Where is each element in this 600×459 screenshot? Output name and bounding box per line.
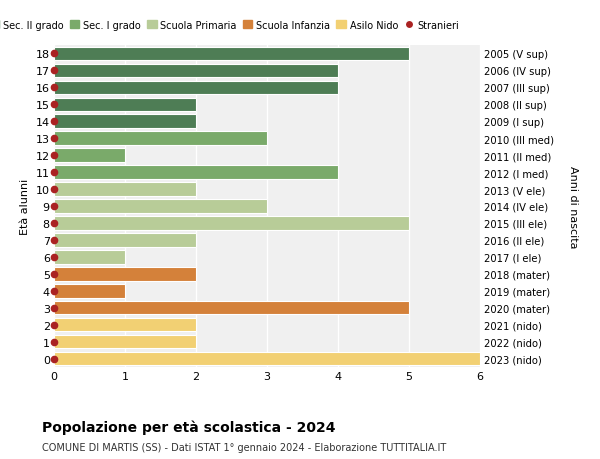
Legend: Sec. II grado, Sec. I grado, Scuola Primaria, Scuola Infanzia, Asilo Nido, Stran: Sec. II grado, Sec. I grado, Scuola Prim… (0, 17, 463, 34)
Bar (54, 268, 196, 281)
Bar (54, 234, 196, 247)
Y-axis label: Età alunni: Età alunni (20, 179, 30, 235)
Bar (54, 115, 196, 129)
Bar (54, 284, 125, 298)
Bar (54, 318, 196, 332)
Bar (54, 183, 196, 196)
Bar (54, 132, 267, 146)
Bar (54, 65, 338, 78)
Bar (54, 200, 267, 213)
Bar (54, 251, 125, 264)
Bar (54, 98, 196, 112)
Bar (54, 352, 480, 365)
Bar (54, 48, 409, 61)
Bar (54, 81, 338, 95)
Text: Popolazione per età scolastica - 2024: Popolazione per età scolastica - 2024 (42, 420, 335, 435)
Y-axis label: Anni di nascita: Anni di nascita (568, 165, 578, 248)
Bar (54, 217, 409, 230)
Bar (54, 335, 196, 348)
Bar (54, 149, 125, 162)
Text: COMUNE DI MARTIS (SS) - Dati ISTAT 1° gennaio 2024 - Elaborazione TUTTITALIA.IT: COMUNE DI MARTIS (SS) - Dati ISTAT 1° ge… (42, 442, 446, 452)
Bar (54, 301, 409, 315)
Bar (54, 166, 338, 179)
